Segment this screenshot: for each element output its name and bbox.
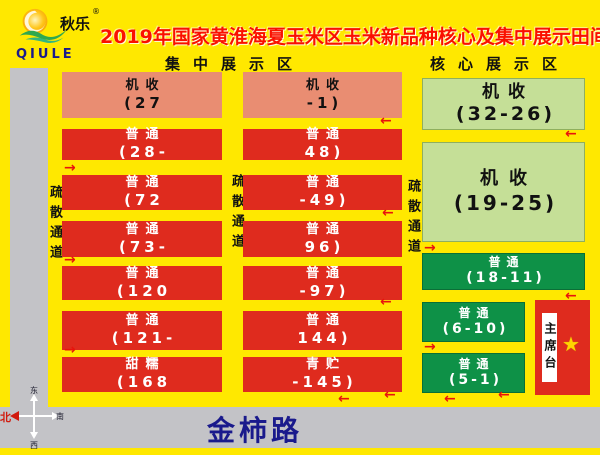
plot-range: (19-25) xyxy=(453,190,558,215)
flow-arrow: ← xyxy=(380,294,392,310)
flow-arrow: ← xyxy=(382,205,394,221)
brand-name-en: QIULE xyxy=(16,47,75,62)
compass-arrow-right-icon xyxy=(52,412,59,420)
compass-north-arrow-icon xyxy=(10,411,19,421)
compass-arrow-down-icon xyxy=(30,432,38,439)
plot-range: (5-1) xyxy=(448,371,503,388)
plot-range: (168 xyxy=(116,373,172,392)
plot-category: 普通 xyxy=(125,175,166,190)
flow-arrow: ← xyxy=(380,113,392,129)
plot-left-5: 普通 (120 xyxy=(62,266,222,300)
zone-header-concentrated: 集中展示区 xyxy=(164,55,305,73)
flow-arrow: → xyxy=(424,240,436,256)
plot-mid-3: 普通 -49) xyxy=(243,175,402,210)
compass-south-label: 南 xyxy=(56,412,64,421)
plot-mid-5: 普通 -97) xyxy=(243,266,402,300)
plot-category: 普通 xyxy=(305,175,346,190)
road-name: 金柿路 xyxy=(206,414,303,447)
plot-range: (6-10) xyxy=(442,320,509,337)
zone-header-core: 核心展示区 xyxy=(429,55,570,73)
plot-range: (73- xyxy=(119,237,169,256)
podium-label: 主席台 xyxy=(542,313,557,382)
plot-category: 普通 xyxy=(305,313,346,328)
plot-range: (18-11) xyxy=(466,270,545,287)
star-icon: ★ xyxy=(562,332,580,356)
compass-east-label: 东 xyxy=(30,386,38,395)
plot-range: 48) xyxy=(304,143,345,162)
plot-core-5: 普通 (5-1) xyxy=(422,353,525,393)
plot-category: 普通 xyxy=(125,127,166,142)
compass-north-label: 北 xyxy=(0,411,11,424)
qiule-logo: 秋乐 ® QIULE xyxy=(8,5,103,63)
plot-range: (27 xyxy=(124,93,164,112)
plot-mid-7: 青贮 -145) xyxy=(243,357,402,392)
aisle-label-2: 疏散通道 xyxy=(229,174,244,254)
compass-rose: 北 东 南 西 xyxy=(0,386,64,450)
podium-block: 主席台 ★ xyxy=(535,300,590,395)
aisle-label-1: 疏散通道 xyxy=(47,185,62,265)
plot-range: -1) xyxy=(306,93,343,112)
plot-range: 96) xyxy=(304,237,345,256)
plot-mid-6: 普通 144) xyxy=(243,311,402,350)
plot-category: 普通 xyxy=(125,313,166,328)
flow-arrow: ← xyxy=(565,288,577,304)
plot-left-1: 机收 (27 xyxy=(62,72,222,118)
plot-category: 普通 xyxy=(458,356,495,371)
flow-arrow: ← xyxy=(384,387,396,403)
plot-mid-4: 普通 96) xyxy=(243,221,402,257)
plot-core-1: 机收 (32-26) xyxy=(422,78,585,130)
plot-left-4: 普通 (73- xyxy=(62,221,222,257)
flow-arrow: → xyxy=(64,342,76,358)
plot-left-2: 普通 (28- xyxy=(62,127,222,162)
plot-range: (120 xyxy=(116,281,172,300)
flow-arrow: ← xyxy=(338,391,350,407)
brand-name-zh: 秋乐 xyxy=(60,15,91,33)
plot-category: 机收 xyxy=(125,77,166,93)
compass-horizontal-line xyxy=(18,415,52,417)
plot-category: 普通 xyxy=(458,305,495,320)
sun-wave-logo-icon xyxy=(19,8,68,44)
plot-left-6: 普通 (121- xyxy=(62,311,222,350)
plot-category: 普通 xyxy=(488,255,525,270)
flow-arrow: ← xyxy=(565,126,577,142)
plot-category: 机收 xyxy=(480,168,538,190)
compass-arrow-up-icon xyxy=(30,394,38,401)
plot-category: 甜糯 xyxy=(125,357,166,372)
poster-title: 2019年国家黄淮海夏玉米区玉米新品种核心及集中展示田间布局图 xyxy=(100,26,600,48)
west-road-band xyxy=(10,68,48,448)
plot-core-4: 普通 (6-10) xyxy=(422,302,525,342)
plot-range: -97) xyxy=(299,281,350,300)
flow-arrow: ← xyxy=(444,391,456,407)
plot-left-7: 甜糯 (168 xyxy=(62,357,222,392)
plot-range: (121- xyxy=(111,329,177,348)
plot-range: (32-26) xyxy=(455,102,556,125)
plot-category: 青贮 xyxy=(305,357,346,372)
plot-core-2: 机收 (19-25) xyxy=(422,142,585,242)
registered-mark: ® xyxy=(92,7,100,16)
plot-range: 144) xyxy=(297,329,352,348)
flow-arrow: → xyxy=(424,339,436,355)
plot-range: -145) xyxy=(292,373,357,392)
plot-category: 普通 xyxy=(305,265,346,281)
flow-arrow: ← xyxy=(498,387,510,403)
plot-range: (28- xyxy=(119,143,169,162)
plot-core-3: 普通 (18-11) xyxy=(422,253,585,290)
plot-category: 机收 xyxy=(305,77,346,93)
plot-mid-2: 普通 48) xyxy=(243,127,402,162)
plot-left-3: 普通 (72 xyxy=(62,175,222,210)
compass-west-label: 西 xyxy=(30,441,38,450)
south-road-band xyxy=(0,407,600,448)
plot-category: 机收 xyxy=(482,81,534,102)
flow-arrow: → xyxy=(64,252,76,268)
plot-category: 普通 xyxy=(305,221,346,237)
plot-category: 普通 xyxy=(305,127,346,142)
plot-category: 普通 xyxy=(125,221,166,237)
plot-range: (72 xyxy=(124,191,164,210)
plot-range: -49) xyxy=(299,191,350,210)
plot-mid-1: 机收 -1) xyxy=(243,72,402,118)
aisle-label-3: 疏散通道 xyxy=(405,179,420,259)
plot-category: 普通 xyxy=(125,265,166,281)
flow-arrow: → xyxy=(64,160,76,176)
